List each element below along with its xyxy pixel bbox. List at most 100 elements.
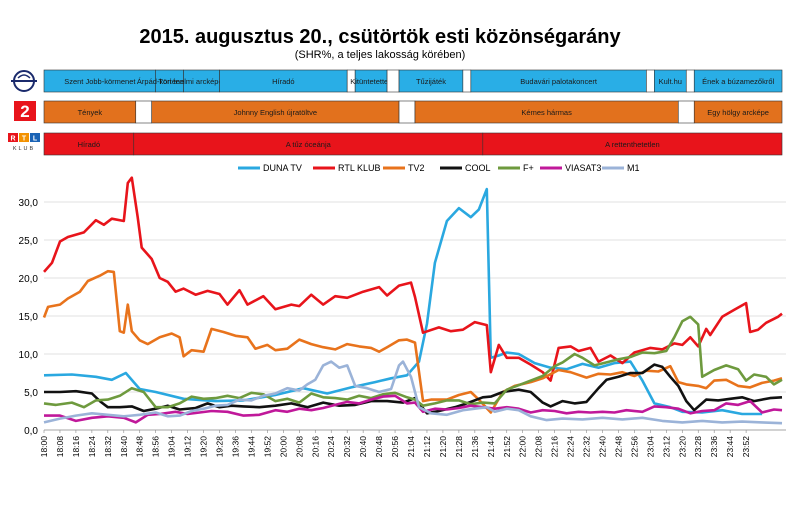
x-tick-label: 18:32 [103,436,113,458]
duna-icon [11,70,37,92]
x-tick-label: 18:56 [151,436,161,458]
x-tick-label: 22:24 [566,436,576,458]
legend-label: COOL [465,163,491,173]
x-tick-label: 22:08 [534,436,544,458]
rtl-klub-icon: R T L KLUB [8,133,40,152]
x-tick-label: 19:04 [167,436,177,458]
x-tick-label: 21:20 [438,436,448,458]
program-block [135,100,153,124]
program-bar [685,69,695,93]
legend-label: VIASAT3 [565,163,601,173]
x-tick-label: 18:08 [55,436,65,458]
x-tick-label: 18:48 [135,436,145,458]
x-tick-label: 19:44 [246,436,256,458]
program-label: Tények [78,108,103,117]
program-block [646,69,655,93]
x-tick-label: 22:40 [597,436,607,458]
legend-label: F+ [523,163,534,173]
legend-label: M1 [627,163,640,173]
program-block: Kémes hármas [414,100,679,124]
program-label: Johnny English újratöltve [234,108,317,117]
x-tick-label: 21:04 [406,436,416,458]
program-block: Híradó [43,132,135,156]
series-line [43,187,763,416]
x-tick-label: 18:24 [87,436,97,458]
svg-text:R: R [10,136,15,143]
x-tick-label: 23:20 [677,436,687,458]
program-block: Ének a búzamezőkről [693,69,783,93]
program-label: Egy hölgy arcképe [707,108,769,117]
legend-item: RTL KLUB [313,163,381,173]
program-bar [462,69,472,93]
program-block: Egy hölgy arcképe [693,100,783,124]
series-line [43,315,783,409]
chart-title: 2015. augusztus 20., csütörtök esti közö… [139,26,621,48]
legend-item: M1 [602,163,640,173]
series-line [42,269,783,414]
svg-text:T: T [22,136,27,143]
x-tick-label: 20:48 [374,436,384,458]
x-tick-label: 21:12 [422,436,432,458]
x-tick-label: 19:20 [199,436,209,458]
program-bar [646,69,655,93]
y-tick-label: 0,0 [24,426,38,437]
channel-logos: 2 R T L KLUB [8,70,40,152]
program-label: Tűzijáték [416,77,446,86]
series-line [43,360,783,425]
program-bar [398,100,416,124]
x-tick-label: 20:56 [390,436,400,458]
program-block [386,69,400,93]
program-label: Szent Jobb-körmenet [64,77,136,86]
legend-item: DUNA TV [238,163,302,173]
program-block: Híradó [219,69,348,93]
program-block: A tűz óceánja [133,132,484,156]
program-label: Kitüntetettek [350,77,392,86]
program-block: Tűzijáték [398,69,464,93]
program-block [462,69,472,93]
program-label: Budavári palotakoncert [520,77,598,86]
program-block [398,100,416,124]
x-tick-label: 19:28 [215,436,225,458]
x-tick-label: 20:16 [310,436,320,458]
program-bar [386,69,400,93]
program-label: Ének a búzamezőkről [702,77,774,86]
program-label: A tűz óceánja [286,140,332,149]
series-line [43,176,783,382]
x-axis: 18:00 18:08 18:16 18:24 18:32 18:40 18:48 18:56… [39,430,751,457]
program-label: Híradó [272,77,295,86]
x-tick-label: 23:12 [661,436,671,458]
legend-item: COOL [440,163,491,173]
x-tick-label: 19:52 [262,436,272,458]
program-label: A rettenthetetlen [605,140,660,149]
y-gridlines [44,201,786,431]
chart-subtitle: (SHR%, a teljes lakosság körében) [295,49,466,61]
tv2-icon: 2 [14,101,36,121]
x-tick-label: 23:52 [741,436,751,458]
program-label: Kult.hu [659,77,682,86]
legend-item: TV2 [383,163,425,173]
x-tick-label: 22:56 [629,436,639,458]
legend-label: TV2 [408,163,425,173]
x-tick-label: 21:44 [486,436,496,458]
y-tick-label: 15,0 [19,312,39,323]
program-block: Kult.hu [654,69,687,93]
program-label: Történelmi arcképcsarnok [158,77,245,86]
program-label: Híradó [78,140,101,149]
x-tick-label: 18:16 [71,436,81,458]
program-block: Johnny English újratöltve [151,100,400,124]
x-tick-label: 20:00 [278,436,288,458]
program-block [677,100,695,124]
program-block: Tények [43,100,137,124]
x-tick-label: 18:40 [119,436,129,458]
legend-label: DUNA TV [263,163,302,173]
y-axis: 0,0 5,0 10,0 15,0 20,0 25,0 30,0 [19,198,39,437]
x-tick-label: 20:40 [358,436,368,458]
x-tick-label: 22:00 [518,436,528,458]
x-tick-label: 22:32 [582,436,592,458]
x-tick-label: 20:32 [342,436,352,458]
svg-text:L: L [33,136,38,143]
x-tick-label: 22:48 [613,436,623,458]
program-bar [677,100,695,124]
